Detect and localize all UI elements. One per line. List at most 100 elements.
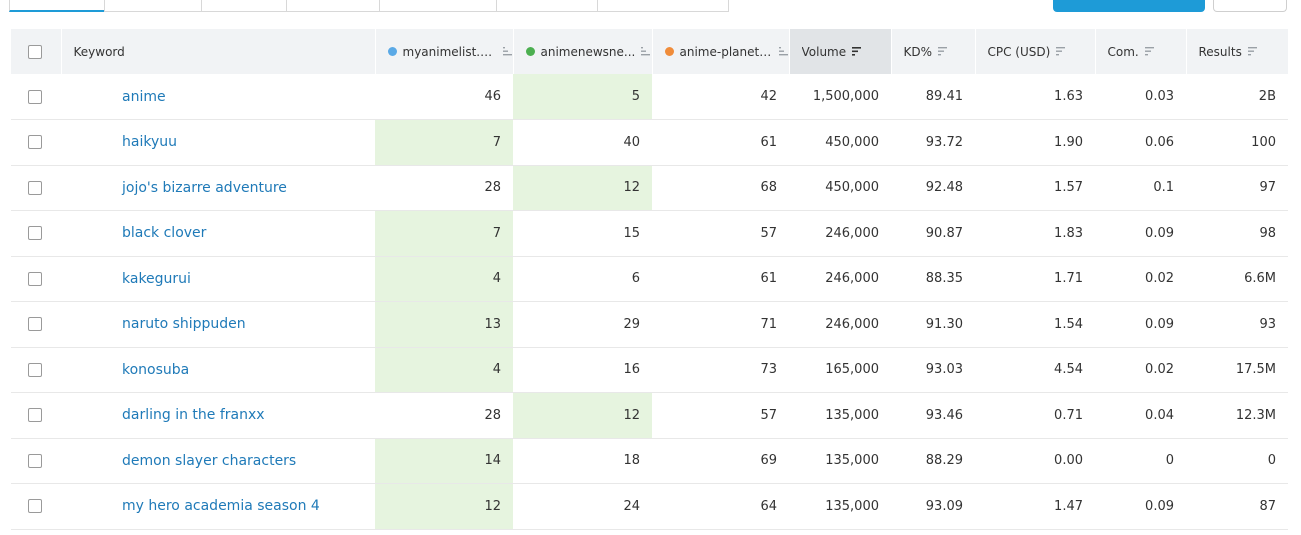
site1-position-cell: 14	[375, 438, 513, 484]
site3-header[interactable]: anime-planet....	[652, 29, 790, 74]
row-select-cell	[11, 119, 61, 166]
row-select-cell	[11, 483, 61, 530]
row-checkbox[interactable]	[28, 226, 42, 241]
row-checkbox[interactable]	[28, 499, 42, 514]
kd-cell: 92.48	[891, 165, 975, 211]
cpc-cell: 1.57	[975, 165, 1095, 211]
tab-4[interactable]	[286, 0, 380, 12]
sort-lines-icon[interactable]	[502, 47, 513, 56]
row-checkbox[interactable]	[28, 408, 42, 423]
sort-lines-icon[interactable]	[778, 47, 789, 56]
row-checkbox[interactable]	[28, 317, 42, 332]
results-cell: 12.3M	[1186, 392, 1288, 439]
keyword-cell: darling in the franxx	[61, 392, 375, 439]
site1-header[interactable]: myanimelist.net	[375, 29, 514, 74]
cpc-header[interactable]: CPC (USD)	[975, 29, 1096, 74]
keyword-link[interactable]: kakegurui	[122, 270, 191, 287]
results-cell: 100	[1186, 119, 1288, 166]
row-checkbox[interactable]	[28, 135, 42, 150]
keyword-link[interactable]: jojo's bizarre adventure	[122, 179, 287, 196]
site1-position-cell: 4	[375, 347, 513, 393]
site2-dot-icon	[525, 47, 535, 56]
volume-cell: 165,000	[789, 347, 891, 393]
site3-position-cell: 61	[652, 256, 789, 302]
results-cell: 97	[1186, 165, 1288, 211]
sort-lines-icon[interactable]	[1144, 47, 1155, 56]
row-select-cell	[11, 256, 61, 302]
table-row: my hero academia season 4 12 24 64 135,0…	[11, 483, 1288, 530]
volume-header[interactable]: Volume	[789, 29, 892, 74]
volume-cell: 450,000	[789, 165, 891, 211]
tab-7[interactable]	[597, 0, 729, 12]
site3-dot-icon	[664, 47, 674, 56]
sort-lines-icon[interactable]	[938, 47, 948, 56]
volume-cell: 246,000	[789, 301, 891, 348]
kd-cell: 93.03	[891, 347, 975, 393]
keyword-link[interactable]: konosuba	[122, 361, 190, 378]
site2-header[interactable]: animenewsne...	[513, 29, 653, 74]
select-all-checkbox[interactable]	[28, 44, 42, 59]
sort-lines-icon[interactable]	[1247, 47, 1258, 56]
primary-action-button[interactable]	[1053, 0, 1205, 12]
results-cell: 6.6M	[1186, 256, 1288, 302]
keyword-link[interactable]: naruto shippuden	[122, 316, 246, 333]
tab-3[interactable]	[201, 0, 287, 12]
row-checkbox[interactable]	[28, 180, 42, 195]
site1-header-label: myanimelist.net	[402, 44, 497, 59]
keyword-link[interactable]: anime	[122, 88, 166, 105]
site3-position-cell: 71	[652, 301, 789, 348]
site1-dot-icon	[387, 47, 397, 56]
kd-cell: 93.09	[891, 483, 975, 530]
keyword-cell: jojo's bizarre adventure	[61, 165, 375, 211]
tab-1[interactable]	[9, 0, 105, 12]
keyword-cell: haikyuu	[61, 119, 375, 166]
tab-6[interactable]	[496, 0, 598, 12]
kd-header[interactable]: KD%	[891, 29, 976, 74]
com-cell: 0.02	[1095, 347, 1186, 393]
keyword-link[interactable]: demon slayer characters	[122, 452, 297, 469]
select-all-header	[11, 29, 62, 74]
site1-position-cell: 28	[375, 165, 513, 211]
row-checkbox[interactable]	[28, 89, 42, 104]
keyword-link[interactable]: black clover	[122, 225, 207, 242]
results-cell: 93	[1186, 301, 1288, 348]
site2-position-cell: 24	[513, 483, 652, 530]
tab-5[interactable]	[379, 0, 497, 12]
table-row: demon slayer characters 14 18 69 135,000…	[11, 438, 1288, 484]
com-cell: 0	[1095, 438, 1186, 484]
keyword-link[interactable]: darling in the franxx	[122, 407, 265, 424]
results-cell: 0	[1186, 438, 1288, 484]
site3-position-cell: 73	[652, 347, 789, 393]
sort-lines-icon[interactable]	[641, 47, 651, 56]
keyword-link[interactable]: haikyuu	[122, 134, 177, 151]
kd-cell: 91.30	[891, 301, 975, 348]
volume-cell: 246,000	[789, 256, 891, 302]
com-header[interactable]: Com.	[1095, 29, 1187, 74]
kd-cell: 90.87	[891, 210, 975, 257]
volume-cell: 1,500,000	[789, 74, 891, 120]
kd-cell: 88.29	[891, 438, 975, 484]
sort-lines-icon[interactable]	[1056, 47, 1066, 56]
results-header[interactable]: Results	[1186, 29, 1289, 74]
row-select-cell	[11, 74, 61, 120]
site1-position-cell: 46	[375, 74, 513, 120]
row-select-cell	[11, 165, 61, 211]
site2-position-cell: 29	[513, 301, 652, 348]
site2-position-cell: 40	[513, 119, 652, 166]
cpc-cell: 0.00	[975, 438, 1095, 484]
row-checkbox[interactable]	[28, 362, 42, 377]
keyword-cell: black clover	[61, 210, 375, 257]
com-cell: 0.02	[1095, 256, 1186, 302]
row-checkbox[interactable]	[28, 271, 42, 286]
secondary-action-button[interactable]	[1213, 0, 1287, 12]
keyword-link[interactable]: my hero academia season 4	[122, 498, 320, 515]
volume-cell: 450,000	[789, 119, 891, 166]
sort-desc-icon[interactable]	[852, 47, 862, 56]
site2-position-cell: 5	[513, 74, 652, 120]
volume-header-label: Volume	[801, 44, 847, 59]
site3-position-cell: 68	[652, 165, 789, 211]
keyword-header[interactable]: Keyword	[61, 29, 376, 74]
row-select-cell	[11, 347, 61, 393]
tab-2[interactable]	[104, 0, 202, 12]
row-checkbox[interactable]	[28, 453, 42, 468]
